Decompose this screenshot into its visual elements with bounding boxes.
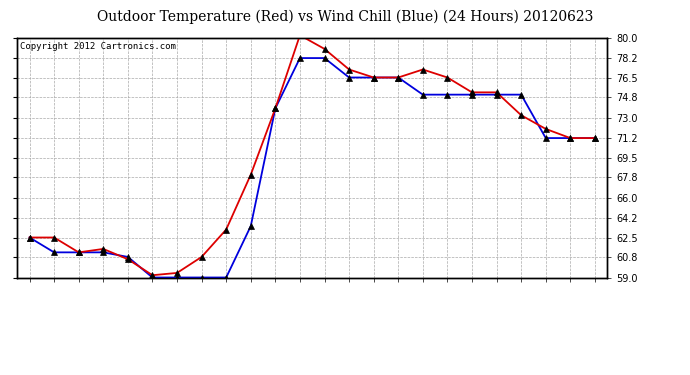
Text: 00:00: 00:00 <box>25 286 34 315</box>
Text: Copyright 2012 Cartronics.com: Copyright 2012 Cartronics.com <box>20 42 176 51</box>
Text: 23:00: 23:00 <box>590 286 600 315</box>
Text: 07:00: 07:00 <box>197 286 206 315</box>
Text: 03:00: 03:00 <box>98 286 108 315</box>
Text: 21:00: 21:00 <box>541 286 551 315</box>
Text: 20:00: 20:00 <box>516 286 526 315</box>
Text: 06:00: 06:00 <box>172 286 182 315</box>
Text: 17:00: 17:00 <box>442 286 453 315</box>
Text: 22:00: 22:00 <box>565 286 575 315</box>
Text: 11:00: 11:00 <box>295 286 305 315</box>
Text: 04:00: 04:00 <box>123 286 133 315</box>
Text: 13:00: 13:00 <box>344 286 354 315</box>
Text: 14:00: 14:00 <box>368 286 379 315</box>
Text: 19:00: 19:00 <box>491 286 502 315</box>
Text: 12:00: 12:00 <box>319 286 330 315</box>
Text: 05:00: 05:00 <box>148 286 157 315</box>
Text: 08:00: 08:00 <box>221 286 231 315</box>
Text: 10:00: 10:00 <box>270 286 280 315</box>
Text: Outdoor Temperature (Red) vs Wind Chill (Blue) (24 Hours) 20120623: Outdoor Temperature (Red) vs Wind Chill … <box>97 9 593 24</box>
Text: 15:00: 15:00 <box>393 286 403 315</box>
Text: 18:00: 18:00 <box>467 286 477 315</box>
Text: 09:00: 09:00 <box>246 286 256 315</box>
Text: 02:00: 02:00 <box>74 286 83 315</box>
Text: 01:00: 01:00 <box>49 286 59 315</box>
Text: 16:00: 16:00 <box>418 286 428 315</box>
